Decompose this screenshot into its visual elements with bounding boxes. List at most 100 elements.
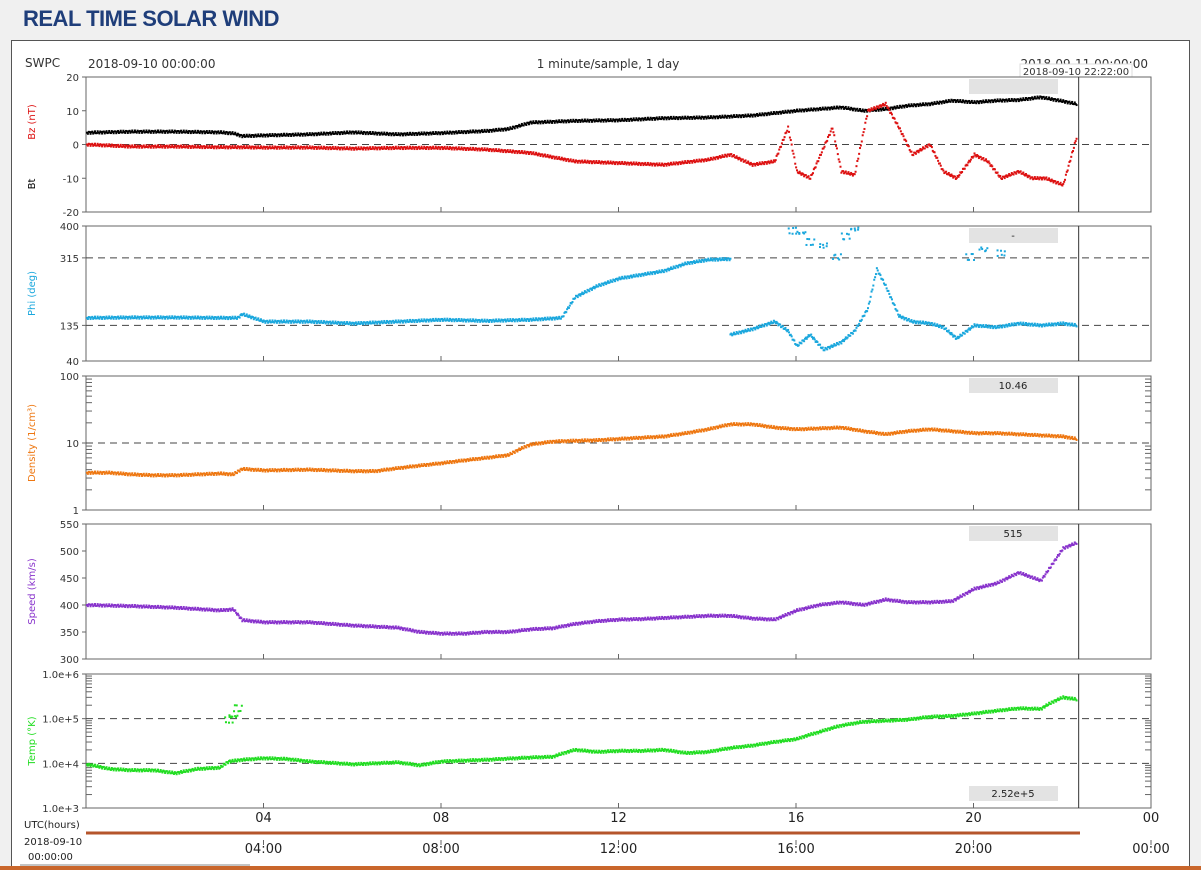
data-point (826, 428, 829, 431)
data-point (508, 454, 511, 457)
data-point (1036, 95, 1039, 98)
data-point (720, 258, 723, 261)
data-point (360, 623, 363, 626)
data-point (515, 124, 518, 127)
data-point (277, 468, 280, 471)
data-point (394, 132, 397, 135)
data-point (264, 135, 267, 138)
data-point (479, 320, 482, 323)
data-point (593, 287, 596, 290)
data-point (1009, 433, 1012, 436)
data-point (363, 624, 366, 627)
data-point (408, 466, 411, 469)
data-point (616, 279, 619, 282)
data-point (366, 131, 369, 134)
data-point (709, 259, 712, 262)
data-point (426, 463, 429, 466)
data-point (602, 120, 605, 123)
data-point (401, 466, 404, 469)
data-point (201, 474, 204, 477)
data-point (157, 144, 159, 147)
data-point (496, 129, 499, 132)
data-point (914, 429, 917, 432)
data-point (1052, 324, 1055, 327)
data-point (376, 626, 379, 629)
data-point (198, 132, 201, 135)
data-point (1054, 434, 1057, 437)
data-point (368, 321, 371, 324)
data-point (343, 146, 346, 149)
data-point (433, 147, 436, 150)
data-point (618, 436, 621, 439)
data-point (758, 423, 761, 426)
data-point (194, 129, 197, 132)
data-point (204, 474, 207, 477)
data-point (187, 608, 190, 611)
data-point (356, 322, 359, 325)
data-point (672, 432, 675, 435)
data-point (567, 439, 570, 442)
data-point (235, 317, 238, 320)
data-point (249, 146, 252, 149)
data-point (958, 174, 961, 177)
data-point (859, 108, 862, 111)
data-point (746, 423, 749, 426)
data-point (859, 147, 862, 150)
data-point (243, 133, 246, 136)
data-point (947, 98, 950, 101)
data-point (1008, 173, 1011, 176)
data-point (590, 438, 593, 441)
data-point (590, 120, 593, 123)
y-tick-label: 20 (66, 73, 79, 84)
data-point (925, 428, 928, 431)
data-point (706, 258, 709, 261)
data-point (497, 318, 500, 321)
data-point (643, 436, 646, 439)
data-point (980, 433, 983, 436)
data-point (601, 119, 604, 122)
data-point (412, 319, 415, 322)
data-point (233, 317, 236, 320)
data-point (453, 461, 456, 464)
data-point (767, 160, 770, 163)
data-point (462, 148, 465, 151)
data-point (940, 102, 943, 105)
data-point (506, 318, 509, 321)
data-point (977, 325, 980, 328)
data-point (324, 133, 327, 136)
data-point (751, 164, 754, 167)
data-point (174, 606, 177, 609)
data-point (397, 319, 400, 322)
data-point (338, 148, 341, 151)
data-point (1005, 431, 1008, 434)
data-point (164, 607, 167, 610)
data-point (657, 271, 660, 274)
data-point (688, 263, 691, 266)
data-point (740, 116, 743, 119)
data-point (187, 131, 190, 134)
data-point (672, 265, 675, 268)
data-point (532, 317, 535, 320)
data-point (592, 160, 595, 163)
data-point (409, 464, 412, 467)
data-point (259, 145, 262, 148)
data-point (93, 604, 96, 607)
data-point (601, 282, 604, 285)
data-point (215, 473, 218, 476)
data-point (1072, 146, 1075, 149)
data-point (497, 454, 500, 457)
data-point (776, 111, 779, 114)
data-point (275, 147, 278, 150)
data-point (117, 129, 120, 132)
data-point (480, 130, 483, 133)
data-point (103, 317, 106, 320)
data-point (997, 174, 1000, 177)
data-point (874, 432, 877, 435)
data-point (322, 468, 325, 471)
data-point (734, 115, 737, 118)
data-point (933, 427, 936, 430)
data-point (147, 146, 150, 149)
data-point (390, 469, 393, 472)
data-point (432, 145, 435, 148)
data-point (1036, 322, 1039, 325)
